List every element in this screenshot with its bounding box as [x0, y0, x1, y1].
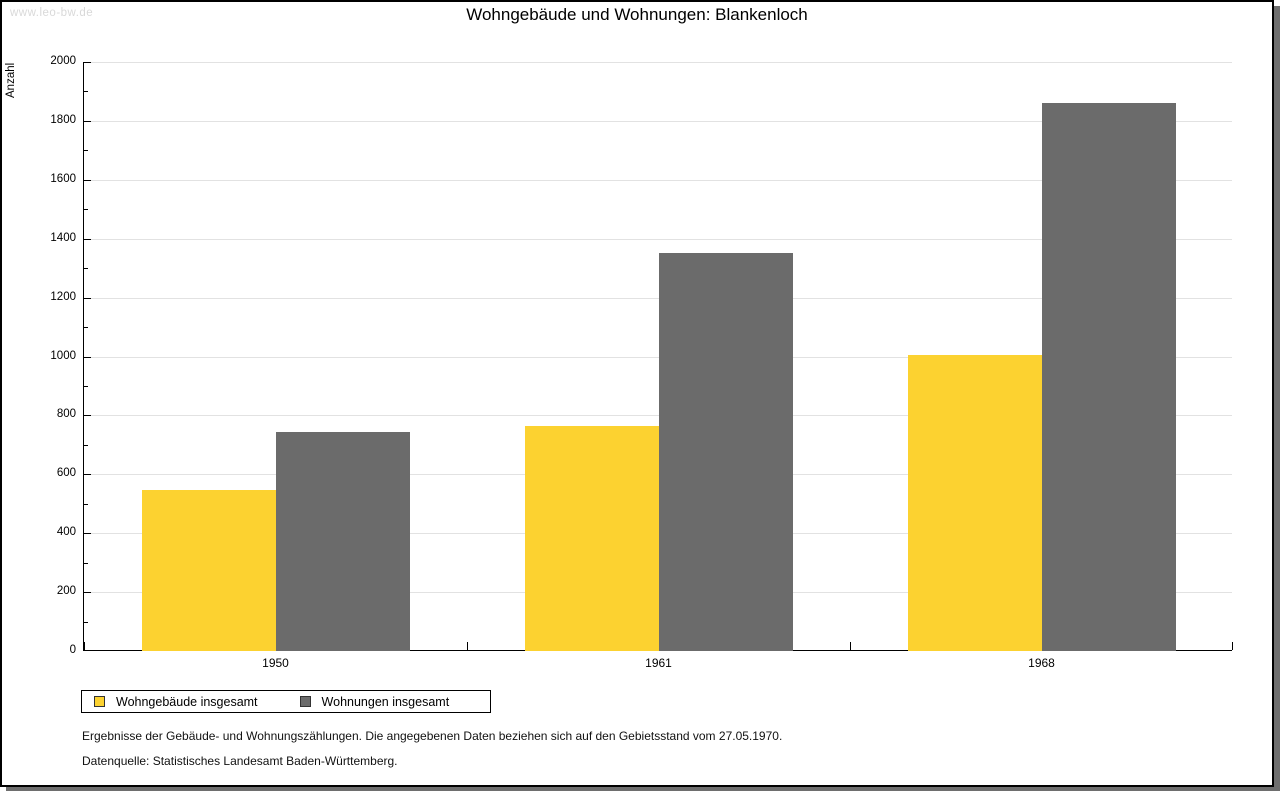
x-boundary-tick-2 [850, 642, 851, 650]
gridline-2000 [84, 62, 1232, 63]
y-tick-label-2000: 2000 [50, 55, 76, 67]
y-tick-1400 [84, 238, 91, 240]
gridline-1600 [84, 179, 1232, 181]
bar-1950-series-0 [141, 489, 276, 651]
bar-1961-series-0 [524, 426, 659, 651]
watermark: www.leo-bw.de [10, 7, 94, 19]
gridline-1800 [84, 120, 1232, 122]
y-minor-tick-900 [84, 385, 88, 387]
y-minor-tick-300 [84, 562, 88, 564]
y-axis-title: Anzahl [5, 62, 17, 98]
x-axis-label-1950: 1950 [262, 656, 289, 670]
y-tick-label-400: 400 [56, 526, 76, 539]
plot-area: 0 200 400 600 800 1000 1200 1400 1600 1800 2000 195… [50, 55, 1233, 670]
y-tick-label-1600: 1600 [50, 172, 76, 185]
y-tick-label-600: 600 [56, 467, 76, 480]
legend-swatch-wohngebaeude [94, 696, 105, 707]
y-tick-2000 [84, 62, 91, 63]
gridline-800 [84, 415, 1232, 417]
gridline-1400 [84, 238, 1232, 240]
y-tick-label-1400: 1400 [50, 231, 76, 244]
x-boundary-tick-1 [467, 642, 468, 650]
y-tick-600 [84, 474, 91, 476]
y-tick-1200 [84, 297, 91, 299]
y-minor-tick-1900 [84, 91, 88, 93]
legend-swatch-wohnungen [299, 696, 311, 707]
legend-box: Wohngebäude insgesamt Wohnungen insgesam… [81, 690, 491, 713]
y-tick-1800 [84, 120, 91, 122]
bar-1950-series-1 [275, 432, 410, 651]
legend-item-wohngebaeude: Wohngebäude insgesamt [94, 695, 258, 709]
legend-item-wohnungen: Wohnungen insgesamt [299, 694, 450, 709]
y-tick-label-200: 200 [56, 585, 76, 598]
chart-title: Wohngebäude und Wohnungen: Blankenloch [466, 5, 808, 24]
y-tick-200 [84, 592, 91, 594]
x-boundary-tick-3 [1232, 642, 1233, 650]
y-minor-tick-1300 [84, 268, 88, 270]
y-minor-tick-700 [84, 444, 88, 446]
footer-note: Ergebnisse der Gebäude- und Wohnungszähl… [82, 729, 783, 743]
gridline-1200 [84, 297, 1232, 299]
bar-1968-series-1 [1041, 102, 1176, 651]
x-axis-label-1961: 1961 [645, 656, 672, 670]
bar-1968-series-0 [907, 355, 1042, 651]
bar-1961-series-1 [658, 253, 793, 651]
gridline-1000 [84, 356, 1232, 358]
y-tick-label-1800: 1800 [50, 113, 76, 126]
legend-label-wohnungen: Wohnungen insgesamt [321, 694, 450, 709]
y-tick-label-800: 800 [56, 408, 76, 421]
y-tick-800 [84, 415, 91, 417]
y-tick-label-1000: 1000 [50, 349, 76, 362]
y-minor-tick-500 [84, 503, 88, 505]
x-boundary-tick-0 [84, 642, 85, 650]
y-tick-label-0: 0 [69, 644, 76, 656]
y-minor-tick-100 [84, 621, 88, 623]
y-minor-tick-1100 [84, 327, 88, 329]
footer-source: Datenquelle: Statistisches Landesamt Bad… [82, 754, 398, 768]
x-axis-label-1968: 1968 [1028, 656, 1055, 670]
y-tick-1000 [84, 356, 91, 358]
y-tick-label-1200: 1200 [50, 290, 76, 303]
y-minor-tick-1700 [84, 150, 88, 152]
y-tick-1600 [84, 179, 91, 181]
legend-label-wohngebaeude: Wohngebäude insgesamt [116, 694, 258, 709]
y-tick-400 [84, 533, 91, 535]
y-minor-tick-1500 [84, 209, 88, 211]
